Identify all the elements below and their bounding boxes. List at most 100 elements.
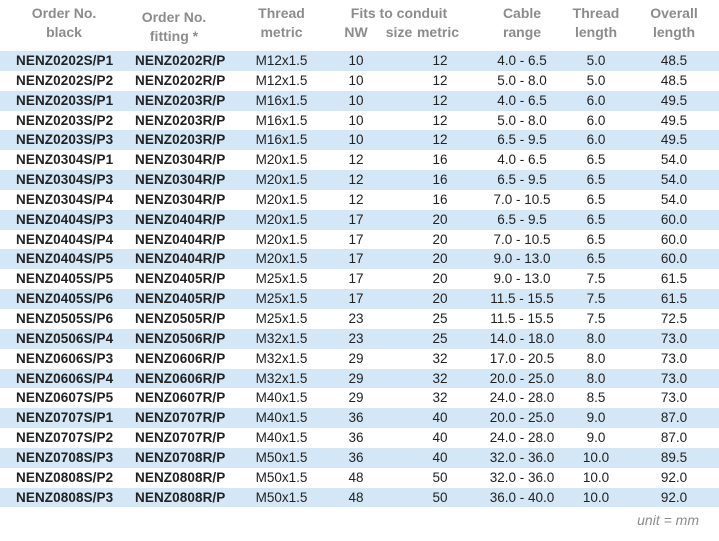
table-row: NENZ0203S/P3 NENZ0203R/P M16x1.5 10 12 6.5 - … <box>0 130 719 151</box>
header-overall-length-line2: length <box>653 24 695 40</box>
cell-order-fitting: NENZ0304R/P <box>135 152 226 168</box>
cell-thread-metric: M40x1.5 <box>255 430 308 446</box>
table-body: NENZ0202S/P1 NENZ0202R/P M12x1.5 10 12 4.0 - … <box>0 51 719 508</box>
cell-thread-length: 8.5 <box>586 390 606 406</box>
cell-cable-range: 11.5 - 15.5 <box>490 310 554 326</box>
header-thread-metric: Thread metric <box>243 4 320 42</box>
cell-order-fitting: NENZ0404R/P <box>135 231 226 247</box>
cell-conduit-metric: 20 <box>432 271 448 287</box>
cell-thread-metric: M32x1.5 <box>255 350 308 366</box>
table-row: NENZ0606S/P4 NENZ0606R/P M32x1.5 29 32 20.0 -… <box>0 368 719 389</box>
cell-thread-metric: M40x1.5 <box>255 410 308 426</box>
table-row: NENZ0404S/P4 NENZ0404R/P M20x1.5 17 20 7.0 - … <box>0 230 719 250</box>
table-row: NENZ0707S/P2 NENZ0707R/P M40x1.5 36 40 24.0 -… <box>0 428 719 448</box>
cell-order-black: NENZ0405S/P6 <box>16 291 114 307</box>
cell-conduit-nw: 10 <box>348 72 364 88</box>
cell-thread-length: 5.0 <box>586 72 606 88</box>
cell-thread-length: 8.0 <box>586 350 606 366</box>
header-thread-length-line2: length <box>575 24 617 40</box>
cell-order-black: NENZ0808S/P3 <box>16 489 114 505</box>
cell-thread-metric: M16x1.5 <box>255 132 308 148</box>
cell-conduit-metric: 32 <box>432 350 448 366</box>
header-fits-nw-label: NW <box>344 24 368 40</box>
cell-conduit-nw: 36 <box>348 430 364 446</box>
cell-cable-range: 17.0 - 20.5 <box>489 350 555 366</box>
cell-conduit-nw: 12 <box>348 191 364 207</box>
cell-order-fitting: NENZ0304R/P <box>135 172 226 188</box>
header-thread-metric-line1: Thread <box>258 5 305 21</box>
cell-cable-range: 7.0 - 10.5 <box>493 191 551 207</box>
cell-conduit-nw: 10 <box>348 132 364 148</box>
cell-cable-range: 36.0 - 40.0 <box>489 489 555 505</box>
cell-cable-range: 9.0 - 13.0 <box>493 271 551 287</box>
cell-order-black: NENZ0606S/P4 <box>16 370 114 386</box>
cell-thread-metric: M40x1.5 <box>255 390 308 406</box>
cell-order-black: NENZ0202S/P1 <box>16 53 114 68</box>
table-row: NENZ0708S/P3 NENZ0708R/P M50x1.5 36 40 32.0 -… <box>0 447 719 468</box>
cell-overall-length: 48.5 <box>660 72 688 88</box>
cell-thread-length: 10.0 <box>582 469 610 485</box>
cell-order-fitting: NENZ0404R/P <box>135 211 226 227</box>
cell-thread-length: 7.5 <box>586 291 606 307</box>
cell-thread-metric: M16x1.5 <box>255 112 308 128</box>
cell-thread-metric: M50x1.5 <box>255 449 308 465</box>
cell-conduit-metric: 16 <box>432 172 448 188</box>
cell-cable-range: 5.0 - 8.0 <box>497 112 547 128</box>
table-row: NENZ0304S/P3 NENZ0304R/P M20x1.5 12 16 6.5 - … <box>0 170 719 190</box>
cell-conduit-nw: 17 <box>348 211 364 227</box>
cell-thread-metric: M12x1.5 <box>255 72 308 88</box>
cell-conduit-nw: 36 <box>348 410 364 426</box>
cell-overall-length: 48.5 <box>660 53 688 68</box>
header-order-fitting-line1: Order No. <box>141 9 207 25</box>
header-cable-range-line2: range <box>502 24 542 40</box>
header-overall-length-line1: Overall <box>650 5 698 21</box>
table-row: NENZ0505S/P6 NENZ0505R/P M25x1.5 23 25 11.5 -… <box>0 309 719 329</box>
cell-conduit-metric: 32 <box>432 390 448 406</box>
cell-thread-length: 10.0 <box>582 489 610 505</box>
table-row: NENZ0304S/P4 NENZ0304R/P M20x1.5 12 16 7.0 - … <box>0 190 719 210</box>
cell-overall-length: 61.5 <box>660 291 688 307</box>
header-cable-range: Cable range <box>478 4 566 42</box>
cell-thread-metric: M50x1.5 <box>255 489 308 505</box>
cell-conduit-metric: 20 <box>432 231 448 247</box>
cell-order-fitting: NENZ0405R/P <box>135 291 226 307</box>
cell-order-fitting: NENZ0708R/P <box>135 449 226 465</box>
cell-cable-range: 6.5 - 9.5 <box>497 132 547 148</box>
cell-conduit-metric: 12 <box>432 112 448 128</box>
cell-thread-metric: M25x1.5 <box>255 310 308 326</box>
cell-conduit-metric: 40 <box>432 410 448 426</box>
cell-order-black: NENZ0405S/P5 <box>16 271 114 287</box>
header-order-black-line1: Order No. <box>31 5 97 21</box>
cell-order-fitting: NENZ0808R/P <box>135 489 226 505</box>
cell-cable-range: 11.5 - 15.5 <box>490 291 554 307</box>
header-order-fitting-line2: fitting * <box>149 28 199 44</box>
cell-cable-range: 9.0 - 13.0 <box>493 251 551 267</box>
cell-overall-length: 60.0 <box>660 231 688 247</box>
cell-conduit-nw: 17 <box>348 231 364 247</box>
cell-conduit-metric: 50 <box>432 489 448 505</box>
cell-overall-length: 60.0 <box>660 251 688 267</box>
cell-overall-length: 73.0 <box>660 350 688 366</box>
cell-thread-length: 6.0 <box>586 92 606 108</box>
cell-order-fitting: NENZ0607R/P <box>135 390 226 406</box>
cell-thread-metric: M25x1.5 <box>255 271 308 287</box>
cell-cable-range: 4.0 - 6.5 <box>497 152 547 168</box>
unit-note: unit = mm <box>637 512 699 528</box>
cell-order-black: NENZ0707S/P2 <box>16 430 114 446</box>
cell-conduit-nw: 12 <box>348 152 364 168</box>
cell-order-black: NENZ0404S/P4 <box>16 231 114 247</box>
cell-thread-length: 5.0 <box>586 53 606 68</box>
cell-cable-range: 6.5 - 9.5 <box>497 211 547 227</box>
cell-cable-range: 6.5 - 9.5 <box>497 172 547 188</box>
cell-overall-length: 49.5 <box>660 112 688 128</box>
cell-order-black: NENZ0404S/P3 <box>16 211 114 227</box>
header-fits-line1: Fits to conduit size <box>350 5 448 40</box>
cell-thread-length: 6.5 <box>586 172 606 188</box>
header-thread-length: Thread length <box>563 4 629 42</box>
table-row: NENZ0405S/P5 NENZ0405R/P M25x1.5 17 20 9.0 - … <box>0 269 719 289</box>
header-fits-nw: NW <box>336 23 376 42</box>
cell-thread-metric: M12x1.5 <box>255 53 308 68</box>
table-row: NENZ0808S/P2 NENZ0808R/P M50x1.5 48 50 32.0 -… <box>0 468 719 488</box>
cell-conduit-metric: 16 <box>432 191 448 207</box>
cell-thread-length: 6.5 <box>586 152 606 168</box>
